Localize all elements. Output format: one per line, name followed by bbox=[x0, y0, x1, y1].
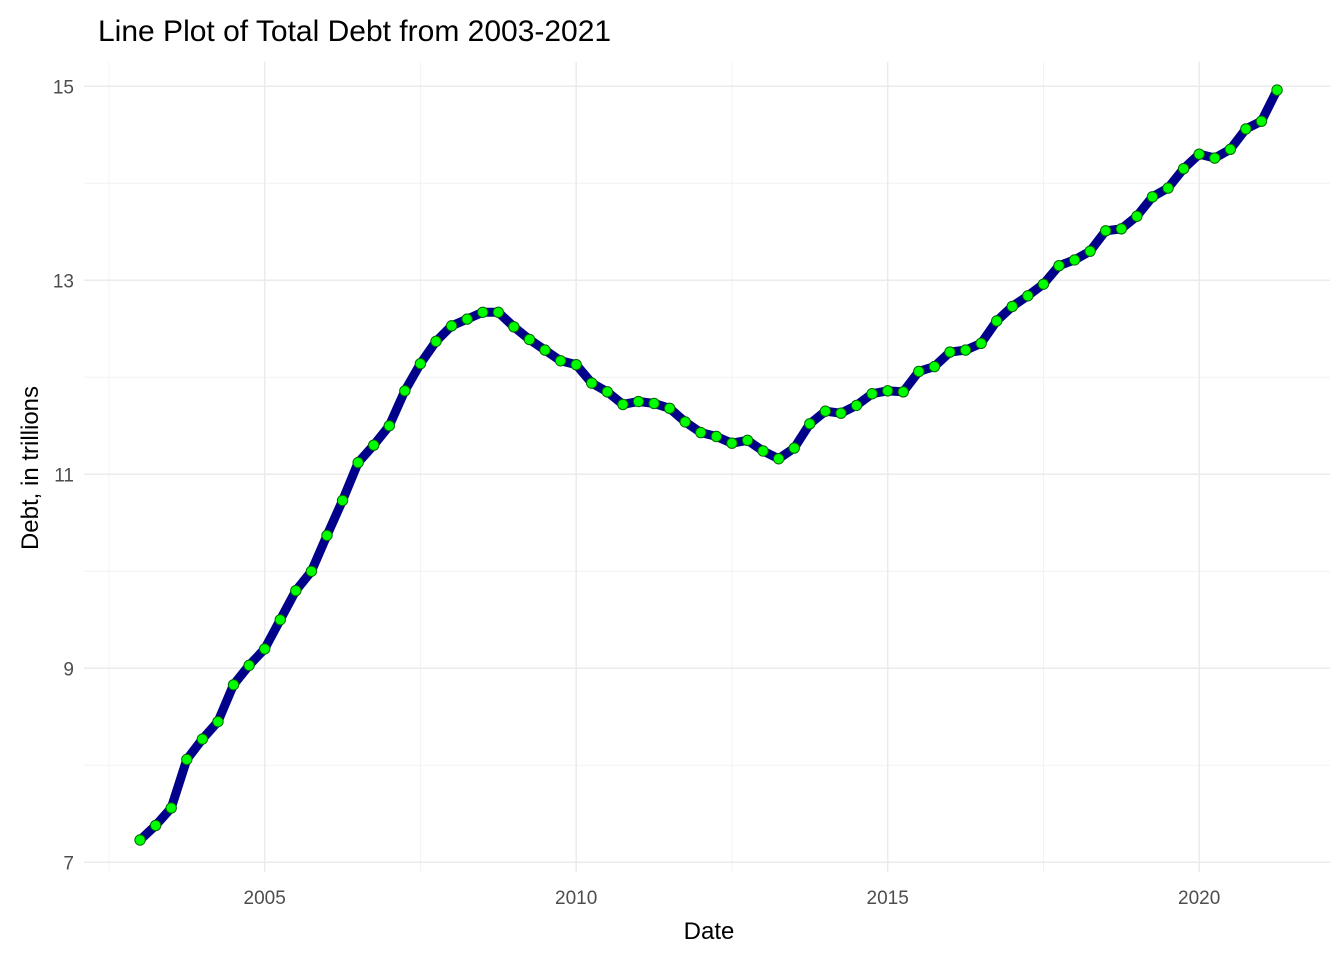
data-point bbox=[710, 430, 723, 443]
axis-ticks: 2005 2010 2015 2020 7 9 11 13 15 bbox=[53, 77, 1220, 909]
data-point bbox=[523, 333, 536, 346]
data-point bbox=[959, 344, 972, 356]
data-point bbox=[445, 320, 458, 332]
data-point bbox=[1177, 163, 1190, 175]
data-point bbox=[757, 445, 769, 457]
series-points bbox=[134, 84, 1283, 846]
debt-series-line bbox=[135, 85, 1282, 845]
data-point bbox=[570, 358, 582, 371]
data-point bbox=[352, 456, 364, 469]
data-point bbox=[1131, 210, 1143, 222]
data-point bbox=[975, 337, 987, 350]
x-axis-title: Date bbox=[684, 918, 735, 945]
data-point bbox=[508, 321, 520, 333]
data-point bbox=[1162, 182, 1174, 194]
data-point bbox=[554, 355, 567, 367]
data-point bbox=[1037, 278, 1050, 290]
data-point bbox=[991, 315, 1003, 327]
data-point bbox=[181, 753, 193, 766]
data-point bbox=[492, 306, 504, 318]
data-point bbox=[804, 418, 816, 430]
data-point bbox=[835, 407, 847, 419]
data-point bbox=[617, 398, 629, 411]
data-point bbox=[1068, 254, 1081, 266]
x-tick-label: 2020 bbox=[1178, 888, 1220, 909]
data-point bbox=[772, 453, 785, 465]
data-point bbox=[632, 395, 645, 408]
data-point bbox=[1084, 245, 1096, 257]
data-point bbox=[1053, 260, 1065, 272]
y-tick-label: 15 bbox=[53, 77, 74, 98]
data-point bbox=[866, 388, 878, 400]
x-tick-label: 2015 bbox=[867, 888, 909, 909]
data-point bbox=[430, 335, 442, 348]
data-point bbox=[601, 386, 614, 398]
data-point bbox=[586, 377, 598, 389]
data-point bbox=[1224, 143, 1237, 156]
y-tick-label: 9 bbox=[63, 659, 74, 680]
data-point bbox=[679, 416, 691, 428]
data-point bbox=[881, 385, 894, 397]
data-point bbox=[290, 584, 302, 597]
data-point bbox=[414, 357, 427, 370]
data-point bbox=[336, 494, 349, 507]
data-point bbox=[944, 346, 956, 358]
data-point bbox=[383, 420, 395, 432]
chart-title: Line Plot of Total Debt from 2003-2021 bbox=[98, 15, 611, 48]
data-point bbox=[1193, 148, 1205, 160]
grid bbox=[84, 62, 1330, 872]
data-point bbox=[1006, 300, 1018, 313]
data-point bbox=[695, 426, 707, 439]
data-point bbox=[1022, 290, 1034, 302]
data-point bbox=[399, 385, 411, 397]
data-point bbox=[212, 715, 224, 728]
data-point bbox=[1209, 152, 1221, 164]
data-point bbox=[741, 434, 754, 447]
data-point bbox=[305, 565, 318, 577]
data-point bbox=[134, 834, 146, 846]
data-point bbox=[726, 437, 738, 449]
data-point bbox=[1271, 84, 1283, 96]
y-tick-label: 7 bbox=[63, 853, 74, 874]
data-point bbox=[1240, 123, 1252, 135]
data-point bbox=[165, 802, 177, 814]
data-point bbox=[788, 442, 800, 454]
data-point bbox=[663, 402, 676, 415]
y-tick-label: 13 bbox=[53, 271, 74, 292]
data-point bbox=[368, 439, 380, 451]
data-point bbox=[539, 344, 551, 356]
data-point bbox=[897, 386, 909, 398]
series-line bbox=[135, 85, 1282, 845]
data-point bbox=[461, 313, 473, 325]
data-point bbox=[321, 529, 333, 542]
x-tick-label: 2010 bbox=[555, 888, 597, 909]
y-axis-title: Debt, in trillions bbox=[17, 386, 44, 550]
data-point bbox=[1100, 225, 1112, 237]
data-point bbox=[149, 819, 162, 832]
x-tick-label: 2005 bbox=[244, 888, 286, 909]
data-point bbox=[196, 733, 209, 745]
data-point bbox=[258, 643, 271, 655]
data-point bbox=[1146, 191, 1159, 203]
data-point bbox=[648, 397, 660, 410]
data-point bbox=[928, 360, 941, 373]
data-point bbox=[477, 306, 489, 318]
data-point bbox=[819, 405, 832, 417]
data-point bbox=[243, 659, 255, 672]
data-point bbox=[1115, 223, 1128, 235]
data-point bbox=[274, 614, 286, 626]
data-point bbox=[1255, 115, 1268, 127]
data-point bbox=[913, 365, 925, 378]
data-point bbox=[227, 679, 240, 691]
y-tick-label: 11 bbox=[54, 465, 74, 486]
data-point bbox=[850, 399, 863, 412]
